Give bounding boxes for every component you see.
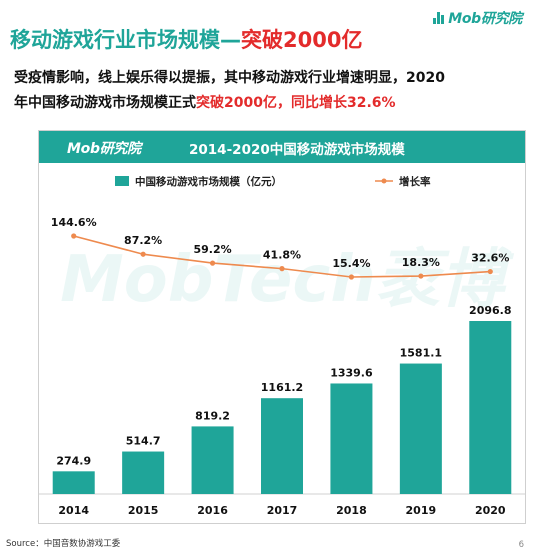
x-tick-label-2019: 2019 [406, 504, 437, 517]
chart-legend: 中国移动游戏市场规模（亿元） 增长率 [115, 175, 431, 188]
x-tick-label-2014: 2014 [58, 504, 89, 517]
growth-rate-label-2015: 87.2% [124, 234, 162, 247]
page-number: 6 [518, 540, 524, 550]
growth-rate-point-2015 [140, 251, 146, 257]
growth-rate-point-2019 [418, 273, 424, 279]
description-line-1: 受疫情影响，线上娱乐得以提振，其中移动游戏行业增速明显，2020 [14, 70, 445, 86]
bar-value-label-2017: 1161.2 [261, 381, 303, 394]
bar-value-label-2020: 2096.8 [469, 304, 511, 317]
legend-swatch-marker [381, 178, 387, 184]
legend-label-bar: 中国移动游戏市场规模（亿元） [135, 175, 282, 188]
bar-2018 [330, 383, 373, 494]
bar-2016 [191, 426, 234, 494]
x-tick-label-2016: 2016 [197, 504, 228, 517]
x-tick-label-2018: 2018 [336, 504, 367, 517]
chart-header-brand-name: Mob研究院 [67, 141, 141, 157]
brand-logo: Mob研究院 [433, 8, 522, 28]
description-highlight: 突破2000亿，同比增长32.6% [196, 95, 396, 111]
x-tick-label-2017: 2017 [267, 504, 298, 517]
page-title: 移动游戏行业市场规模—突破2000亿 [10, 24, 362, 54]
description-line-2-text: 年中国移动游戏市场规模正式 [14, 95, 196, 111]
chart-panel: Mob研究院 2014-2020中国移动游戏市场规模 MobTech袤博 中国移… [38, 130, 526, 524]
chart-title: 2014-2020中国移动游戏市场规模 [189, 142, 405, 158]
title-part-2: 突破2000亿 [241, 28, 363, 52]
bar-series [52, 321, 512, 494]
source-note: Source：中国音数协游戏工委 [6, 539, 121, 549]
bar-2015 [122, 451, 165, 494]
bar-value-label-2014: 274.9 [56, 454, 91, 467]
growth-rate-label-2014: 144.6% [51, 216, 97, 229]
growth-rate-point-2014 [71, 233, 77, 239]
bar-value-label-2016: 819.2 [195, 409, 230, 422]
x-tick-label-2020: 2020 [475, 504, 506, 517]
growth-rate-label-2020: 32.6% [471, 252, 509, 265]
logo-bars-icon [433, 12, 445, 24]
growth-rate-point-2017 [279, 266, 285, 272]
growth-rate-label-2017: 41.8% [263, 249, 301, 262]
growth-rate-label-2018: 15.4% [332, 257, 370, 270]
bar-2014 [52, 471, 95, 494]
watermark: MobTech袤博 [60, 243, 515, 317]
bar-value-label-2015: 514.7 [126, 435, 161, 448]
growth-rate-label-2016: 59.2% [193, 243, 231, 256]
bar-value-label-2019: 1581.1 [400, 347, 442, 360]
description-line-2: 年中国移动游戏市场规模正式突破2000亿，同比增长32.6% [14, 91, 520, 116]
growth-rate-series [71, 233, 493, 280]
bar-2017 [261, 398, 303, 494]
data-labels: 274.9 2014 514.7 2015 819.2 2016 1161.2 2017 133… [51, 216, 512, 517]
growth-rate-point-2016 [209, 260, 216, 266]
growth-rate-label-2019: 18.3% [402, 256, 440, 269]
title-part-1: 移动游戏行业市场规模— [10, 28, 241, 52]
bar-value-label-2018: 1339.6 [330, 366, 373, 379]
x-tick-label-2015: 2015 [128, 504, 159, 517]
brand-name: Mob研究院 [448, 11, 522, 27]
legend-swatch-bar [115, 176, 129, 186]
bar-2019 [399, 363, 442, 494]
chart-canvas: MobTech袤博 中国移动游戏市场规模（亿元） 增长率 274.9 2014 51… [39, 175, 525, 517]
chart-header: Mob研究院 2014-2020中国移动游戏市场规模 [39, 131, 525, 163]
growth-rate-point-2018 [348, 274, 355, 280]
chart-header-brand: Mob研究院 [67, 138, 141, 158]
growth-rate-point-2020 [487, 268, 493, 275]
bar-2020 [469, 321, 512, 494]
legend-label-line: 增长率 [399, 175, 431, 188]
description: 受疫情影响，线上娱乐得以提振，其中移动游戏行业增速明显，2020 年中国移动游戏… [14, 66, 520, 116]
